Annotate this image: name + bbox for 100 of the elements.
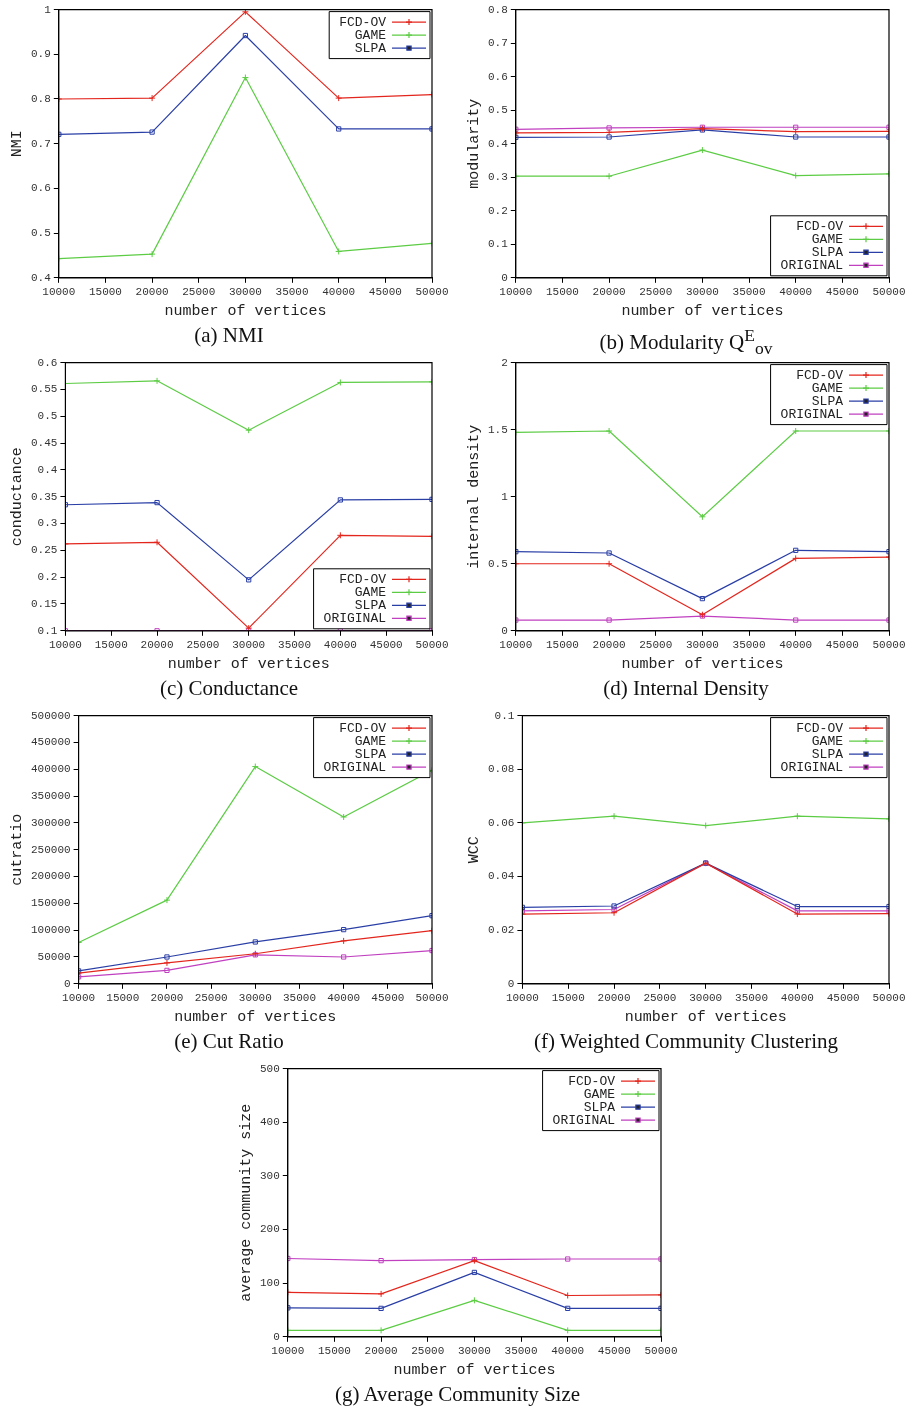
legend-label: GAME [354, 584, 387, 600]
legend-label: ORIGINAL [780, 406, 843, 422]
x-tick-label: 15000 [94, 639, 128, 652]
legend-label: SLPA [354, 597, 387, 613]
text: (e) Cut Ratio [174, 1028, 284, 1054]
x-axis-title: number of vertices [624, 1008, 787, 1026]
legend-label: GAME [583, 1086, 615, 1102]
x-axis-title: number of vertices [167, 655, 330, 673]
x-axis-title: number of vertices [392, 1361, 555, 1379]
y-tick-label: 2 [501, 356, 508, 369]
x-axis-title: number of vertices [164, 302, 327, 320]
y-tick-label: 0 [501, 624, 508, 637]
y-tick-label: 150000 [31, 897, 71, 910]
x-tick-label: 20000 [592, 286, 626, 299]
x-tick-label: 35000 [282, 992, 316, 1005]
y-axis-title: conductance [8, 447, 26, 547]
legend-label: FCD-OV [567, 1073, 615, 1089]
legend-label: ORIGINAL [323, 610, 386, 626]
x-tick-label: 15000 [545, 639, 579, 652]
x-tick-label: 20000 [135, 286, 169, 299]
x-tick-label: 40000 [322, 286, 356, 299]
y-tick-label: 1 [44, 3, 52, 16]
y-tick-label: 0 [64, 977, 71, 990]
legend-label: FCD-OV [796, 367, 844, 383]
x-tick-label: 30000 [238, 992, 272, 1005]
x-tick-label: 45000 [825, 639, 859, 652]
y-tick-label: 0.2 [37, 571, 58, 584]
text: (f) Weighted Community Clustering [533, 1028, 839, 1054]
y-tick-label: 0.5 [487, 104, 508, 117]
x-tick-label: 15000 [545, 286, 579, 299]
y-tick-label: 300 [259, 1169, 280, 1182]
y-tick-label: 50000 [37, 950, 71, 963]
x-tick-label: 15000 [106, 992, 140, 1005]
y-tick-label: 400 [259, 1116, 280, 1129]
y-tick-label: 200000 [31, 870, 71, 883]
legend-label: GAME [811, 733, 844, 749]
legend-label: FCD-OV [796, 218, 844, 234]
y-tick-label: 500000 [31, 709, 71, 722]
x-tick-label: 40000 [780, 992, 814, 1005]
y-tick-label: 0.5 [487, 557, 508, 570]
y-tick-label: 0.4 [487, 137, 509, 150]
y-tick-label: 0.7 [30, 137, 51, 150]
x-tick-label: 20000 [592, 639, 626, 652]
y-tick-label: 0.06 [488, 816, 515, 829]
x-axis-title: number of vertices [174, 1008, 337, 1026]
x-tick-label: 30000 [232, 639, 266, 652]
legend-label: SLPA [811, 746, 844, 762]
legend-label: GAME [354, 733, 387, 749]
x-tick-label: 10000 [505, 992, 539, 1005]
x-tick-label: 35000 [735, 992, 769, 1005]
y-tick-label: 0.1 [37, 624, 58, 637]
y-tick-label: 0.15 [31, 597, 58, 610]
x-tick-label: 15000 [317, 1345, 351, 1358]
text: (c) Conductance [159, 675, 299, 701]
legend-label: ORIGINAL [323, 759, 386, 775]
legend-label: GAME [354, 27, 387, 43]
text: (d) Internal Density [603, 675, 769, 701]
x-tick-label: 35000 [278, 639, 312, 652]
legend-label: FCD-OV [339, 720, 387, 736]
x-tick-label: 25000 [186, 639, 220, 652]
x-tick-label: 15000 [88, 286, 122, 299]
x-tick-label: 35000 [732, 639, 766, 652]
text: (g) Average Community Size [334, 1381, 581, 1407]
x-tick-label: 45000 [369, 639, 403, 652]
legend-label: SLPA [583, 1099, 615, 1115]
x-tick-label: 50000 [643, 1345, 678, 1358]
y-tick-label: 400000 [31, 763, 71, 776]
legend-label: ORIGINAL [780, 257, 843, 273]
legend-label: SLPA [811, 393, 844, 409]
x-tick-label: 30000 [228, 286, 262, 299]
x-tick-label: 10000 [270, 1345, 304, 1358]
y-tick-label: 200 [259, 1223, 280, 1236]
x-tick-label: 40000 [550, 1345, 584, 1358]
x-tick-label: 10000 [499, 286, 533, 299]
y-tick-label: 0.02 [488, 924, 515, 937]
y-tick-label: 0.4 [37, 463, 58, 476]
x-tick-label: 30000 [457, 1345, 491, 1358]
y-tick-label: 0.3 [487, 171, 508, 184]
x-tick-label: 25000 [194, 992, 228, 1005]
legend-label: FCD-OV [339, 571, 387, 587]
y-tick-label: 0.5 [30, 227, 51, 240]
legend-label: SLPA [354, 40, 387, 56]
x-tick-label: 40000 [323, 639, 357, 652]
x-tick-label: 50000 [415, 992, 449, 1005]
x-tick-label: 25000 [182, 286, 216, 299]
x-tick-label: 40000 [779, 286, 813, 299]
y-tick-label: 0.08 [488, 763, 515, 776]
legend-label: SLPA [811, 244, 844, 260]
x-tick-label: 30000 [685, 286, 719, 299]
y-tick-label: 350000 [31, 789, 71, 802]
x-tick-label: 10000 [42, 286, 76, 299]
y-tick-label: 0 [501, 271, 508, 284]
y-axis-title: internal density [465, 424, 483, 569]
y-tick-label: 0.4 [30, 271, 52, 284]
y-tick-label: 100000 [31, 924, 71, 937]
x-tick-label: 45000 [597, 1345, 631, 1358]
y-tick-label: 450000 [31, 736, 71, 749]
x-tick-label: 25000 [410, 1345, 444, 1358]
x-tick-label: 40000 [779, 639, 813, 652]
legend-label: ORIGINAL [780, 759, 843, 775]
